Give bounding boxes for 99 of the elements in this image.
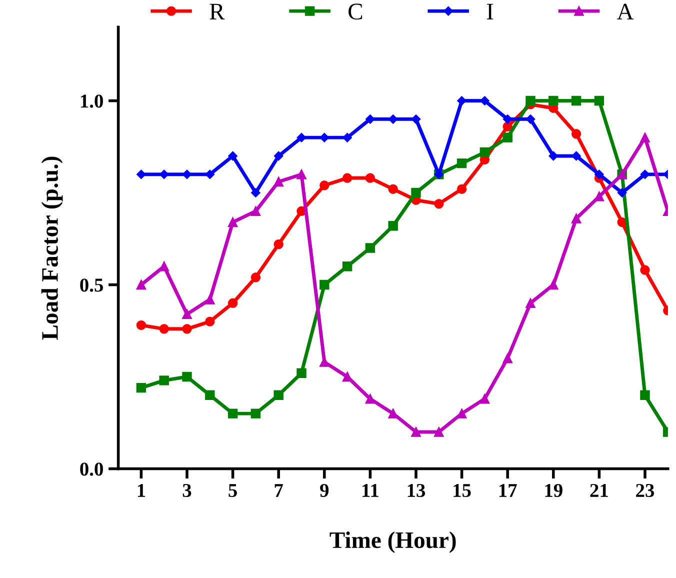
point: [136, 170, 146, 179]
y-tick-label: 1.0: [80, 94, 103, 108]
point: [274, 239, 284, 250]
point: [640, 265, 650, 275]
point: [640, 170, 650, 179]
point: [182, 309, 192, 320]
x-tick-label: 19: [545, 484, 562, 498]
x-tick-label: 21: [590, 484, 608, 497]
point: [502, 114, 512, 124]
point: [296, 132, 306, 142]
point: [411, 427, 421, 437]
point: [411, 114, 421, 124]
point: [228, 217, 238, 228]
point: [617, 188, 627, 198]
point: [388, 408, 398, 418]
x-tick-label: 17: [499, 484, 517, 497]
point: [526, 114, 536, 124]
point: [228, 408, 238, 418]
x-tick-label: 3: [182, 484, 192, 498]
point: [366, 114, 375, 124]
point: [480, 394, 490, 404]
point: [251, 188, 260, 198]
point: [228, 151, 238, 161]
point: [480, 147, 490, 158]
point: [548, 96, 558, 106]
point: [456, 158, 467, 168]
y-tick-label: 0.5: [80, 278, 104, 292]
point: [274, 176, 284, 187]
point: [320, 180, 330, 190]
point: [159, 324, 169, 334]
point: [205, 170, 215, 179]
x-tick-label: 7: [274, 484, 283, 497]
point: [159, 262, 169, 272]
point: [502, 122, 512, 132]
point: [594, 96, 604, 106]
point: [182, 372, 192, 382]
point: [571, 214, 582, 224]
x-tick-label: 13: [408, 484, 426, 498]
point: [548, 151, 558, 161]
point: [411, 188, 421, 198]
legend-label: C: [348, 4, 362, 20]
point: [388, 184, 398, 194]
point: [136, 320, 146, 330]
x-tick-label: 5: [228, 484, 237, 498]
point: [571, 129, 582, 139]
point: [136, 382, 146, 393]
y-axis-title: Load Factor (p.u.): [41, 156, 63, 340]
point: [456, 184, 467, 194]
point: [205, 390, 215, 400]
point: [594, 192, 604, 202]
point: [342, 262, 352, 272]
point: [502, 354, 512, 364]
point: [136, 280, 146, 290]
point: [365, 394, 376, 404]
x-tick-label: 11: [362, 484, 378, 497]
point: [548, 280, 558, 290]
point: [159, 376, 169, 386]
x-tick-label: 1: [138, 484, 146, 497]
point: [205, 316, 215, 326]
point: [228, 298, 238, 308]
point: [388, 114, 398, 124]
point: [342, 132, 352, 142]
point: [274, 151, 284, 161]
y-tick-label: 0.0: [80, 462, 103, 476]
point: [205, 294, 215, 304]
point: [320, 280, 330, 290]
point: [250, 272, 261, 282]
point: [571, 96, 582, 106]
x-tick-label: 23: [636, 484, 654, 498]
point: [502, 132, 512, 142]
legend-label: I: [486, 4, 494, 20]
point: [296, 170, 306, 180]
x-tick-label: 9: [320, 484, 329, 498]
point: [250, 206, 261, 216]
point: [274, 390, 284, 400]
point: [640, 390, 650, 400]
point: [640, 132, 650, 142]
point: [250, 408, 261, 418]
legend-label: R: [210, 4, 225, 20]
point: [296, 368, 306, 378]
point: [320, 357, 330, 367]
x-axis-title: Time (Hour): [330, 532, 456, 553]
point: [434, 427, 444, 437]
point: [526, 96, 536, 106]
point: [365, 173, 376, 183]
point: [159, 170, 169, 179]
point: [182, 324, 192, 334]
point: [182, 170, 192, 179]
point: [572, 151, 581, 161]
point: [594, 170, 604, 179]
point: [434, 198, 444, 209]
point: [365, 243, 376, 253]
point: [342, 372, 352, 382]
point: [320, 132, 330, 142]
point: [388, 221, 398, 231]
point: [526, 298, 536, 308]
point: [342, 173, 352, 183]
legend-label: A: [616, 4, 634, 20]
x-tick-label: 15: [454, 484, 471, 498]
